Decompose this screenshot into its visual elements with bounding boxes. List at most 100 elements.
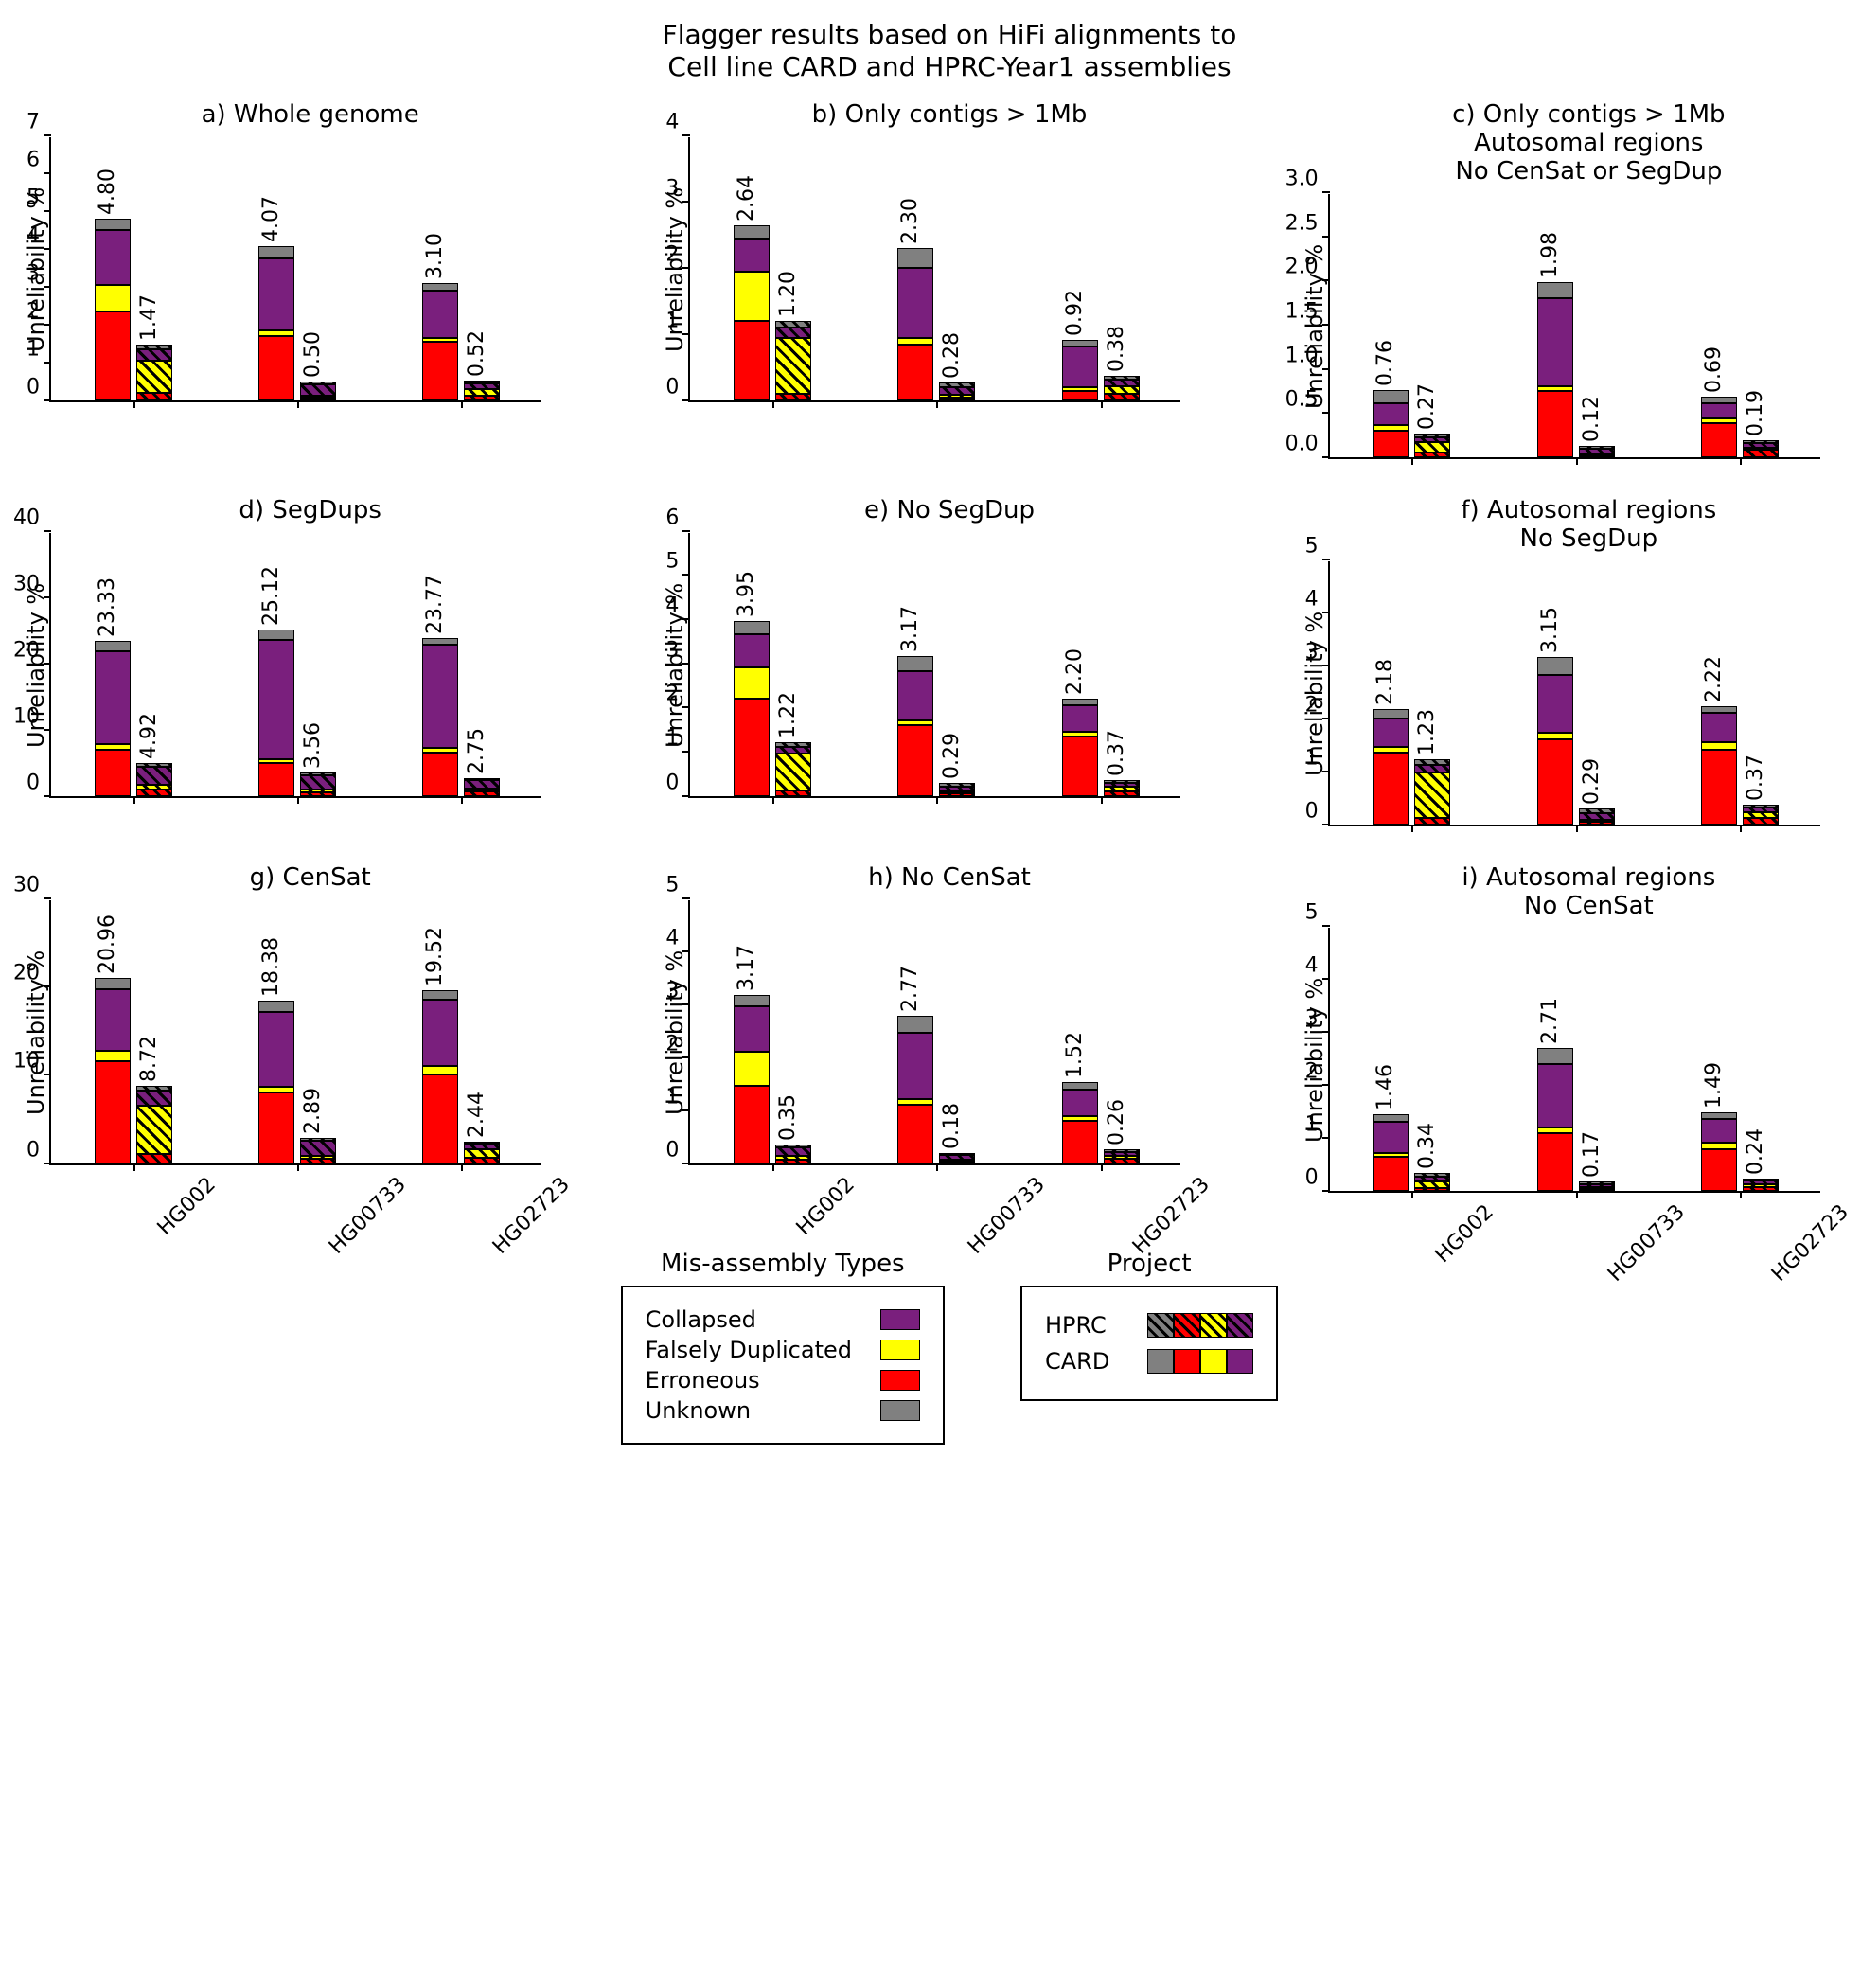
segment-falsely_duplicated	[95, 1051, 131, 1061]
bar-total-label: 0.50	[301, 331, 325, 378]
bar-hprc: 0.18	[939, 1153, 975, 1163]
bar-total-label: 3.17	[735, 945, 758, 991]
bar-card: 25.12	[258, 630, 294, 796]
bar-total-label: 8.72	[137, 1036, 161, 1082]
segment-erroneous	[1537, 739, 1573, 825]
segment-unknown	[1537, 1048, 1573, 1064]
swatch-icon	[880, 1370, 920, 1391]
figure: Flagger results based on HiFi alignments…	[19, 19, 1861, 1445]
swatch-icon	[880, 1400, 920, 1421]
legend-item-erroneous: Erroneous	[646, 1367, 920, 1393]
segment-collapsed	[1537, 675, 1573, 734]
segment-collapsed	[1373, 403, 1409, 425]
ytick-label: 3	[27, 262, 51, 286]
segment-erroneous	[136, 393, 172, 400]
ytick-label: 3	[665, 638, 690, 662]
segment-collapsed	[258, 258, 294, 330]
bar-group: 2.200.37	[1062, 699, 1140, 796]
bar-card: 1.49	[1701, 1112, 1737, 1191]
bar-total-label: 1.23	[1415, 709, 1439, 755]
bar-hprc: 2.44	[464, 1142, 500, 1163]
bar-total-label: 2.75	[465, 728, 488, 774]
segment-erroneous	[136, 790, 172, 796]
segment-falsely_duplicated	[734, 272, 770, 322]
ytick-label: 1.0	[1285, 344, 1330, 367]
segment-collapsed	[95, 230, 131, 285]
bar-hprc: 0.52	[464, 381, 500, 400]
ytick-label: 0	[665, 1138, 690, 1162]
bar-total-label: 0.29	[940, 733, 964, 779]
segment-unknown	[775, 321, 811, 328]
panel-c: c) Only contigs > 1Mb Autosomal regions …	[1298, 101, 1861, 459]
segment-erroneous	[422, 753, 458, 796]
bar-hprc: 0.27	[1414, 434, 1450, 457]
segment-erroneous	[95, 1061, 131, 1163]
bar-group: 2.300.28	[897, 248, 975, 400]
panel-e: e) No SegDupUnreliability %01234563.951.…	[658, 497, 1240, 826]
bar-total-label: 0.37	[1744, 754, 1767, 801]
panel-a: a) Whole genomeUnreliability %012345674.…	[19, 101, 601, 459]
segment-collapsed	[1062, 346, 1098, 387]
bar-hprc: 0.37	[1104, 780, 1140, 796]
segment-erroneous	[1062, 737, 1098, 796]
legend-label: Falsely Duplicated	[646, 1337, 852, 1363]
ytick-label: 20	[13, 961, 51, 985]
segment-erroneous	[1104, 791, 1140, 796]
plot-area: 0123451.460.34HG0022.710.17HG007331.490.…	[1328, 928, 1820, 1193]
segment-erroneous	[1579, 455, 1615, 457]
ytick-label: 5	[1305, 534, 1330, 558]
segment-collapsed	[136, 349, 172, 361]
segment-erroneous	[95, 750, 131, 796]
segment-erroneous	[300, 398, 336, 400]
segment-erroneous	[734, 699, 770, 796]
segment-erroneous	[939, 1162, 975, 1163]
segment-collapsed	[95, 989, 131, 1051]
bar-hprc: 0.50	[300, 382, 336, 400]
segment-unknown	[897, 248, 933, 268]
legend-project-card: CARD	[1045, 1348, 1253, 1375]
bar-card: 1.46	[1373, 1114, 1409, 1192]
bar-group: 1.980.12	[1537, 282, 1615, 457]
bar-total-label: 1.49	[1702, 1062, 1726, 1109]
segment-collapsed	[464, 780, 500, 789]
bar-hprc: 3.56	[300, 772, 336, 796]
bar-total-label: 2.20	[1063, 648, 1087, 695]
segment-falsely_duplicated	[1414, 442, 1450, 453]
segment-unknown	[258, 1001, 294, 1012]
bar-group: 2.710.17	[1537, 1048, 1615, 1192]
segment-unknown	[897, 656, 933, 671]
bar-total-label: 0.27	[1415, 383, 1439, 430]
segment-erroneous	[422, 1074, 458, 1163]
xtick-label: HG00733	[964, 1172, 1050, 1258]
bar-total-label: 25.12	[259, 566, 283, 626]
bar-card: 2.18	[1373, 709, 1409, 825]
segment-falsely_duplicated	[464, 1149, 500, 1158]
segment-erroneous	[95, 311, 131, 400]
segment-falsely_duplicated	[1414, 772, 1450, 818]
segment-collapsed	[136, 767, 172, 785]
bar-card: 1.98	[1537, 282, 1573, 457]
bar-total-label: 2.44	[465, 1092, 488, 1138]
bar-total-label: 1.46	[1374, 1064, 1397, 1110]
ytick-label: 4	[665, 111, 690, 134]
segment-erroneous	[897, 725, 933, 796]
segment-erroneous	[258, 763, 294, 796]
bar-hprc: 0.28	[939, 382, 975, 401]
legend-project: Project HPRCCARD	[1020, 1250, 1278, 1445]
segment-collapsed	[422, 645, 458, 748]
xtick-label: HG02723	[488, 1172, 575, 1258]
segment-falsely_duplicated	[734, 667, 770, 699]
legend-label: CARD	[1045, 1348, 1109, 1375]
bar-group: 3.100.52	[422, 283, 500, 400]
segment-falsely_duplicated	[1537, 733, 1573, 739]
bar-card: 2.77	[897, 1016, 933, 1163]
bar-group: 4.070.50	[258, 246, 336, 400]
segment-unknown	[1062, 1082, 1098, 1090]
bar-group: 23.334.92	[95, 641, 172, 795]
segment-falsely_duplicated	[734, 1052, 770, 1086]
segment-erroneous	[1373, 753, 1409, 825]
bar-group: 1.520.26	[1062, 1082, 1140, 1163]
ytick-label: 2	[27, 300, 51, 324]
plot-area: 0.00.51.01.52.02.53.00.760.271.980.120.6…	[1328, 194, 1820, 459]
segment-erroneous	[300, 1159, 336, 1163]
